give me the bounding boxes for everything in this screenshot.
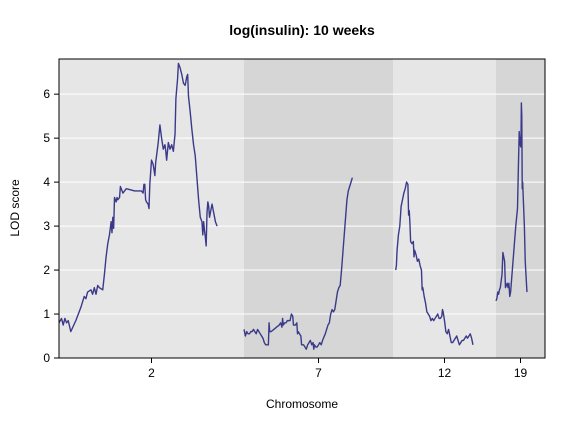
x-axis-label: Chromosome [266, 397, 338, 411]
chromosome-panels [59, 59, 545, 358]
y-axis-label: LOD score [8, 179, 22, 237]
lod-curves [58, 62, 528, 350]
y-axis: 0 1 2 3 4 5 6 [43, 87, 59, 365]
lod-curve-chr-19 [495, 102, 528, 302]
y-tick-label-2: 2 [43, 263, 50, 277]
x-tick-label-chr-2: 2 [148, 366, 155, 380]
lod-curve-chr-2 [58, 62, 218, 333]
x-axis: 2 7 12 19 [148, 358, 527, 380]
panel-chr-7 [244, 59, 393, 358]
x-tick-label-chr-7: 7 [315, 366, 322, 380]
panel-chr-12 [393, 59, 496, 358]
plot-frame [58, 58, 546, 359]
y-tick-label-6: 6 [43, 87, 50, 101]
y-tick-label-5: 5 [43, 131, 50, 145]
chart-title: log(insulin): 10 weeks [229, 22, 375, 38]
y-tick-label-1: 1 [43, 307, 50, 321]
lod-curve-chr-12 [395, 181, 474, 346]
y-tick-label-0: 0 [43, 351, 50, 365]
panel-chr-19 [496, 59, 545, 358]
x-tick-label-chr-12: 12 [438, 366, 452, 380]
y-tick-label-4: 4 [43, 175, 50, 189]
y-tick-label-3: 3 [43, 219, 50, 233]
lod-curve-chr-7 [243, 177, 354, 350]
panel-chr-2 [59, 59, 244, 358]
x-tick-label-chr-19: 19 [514, 366, 528, 380]
